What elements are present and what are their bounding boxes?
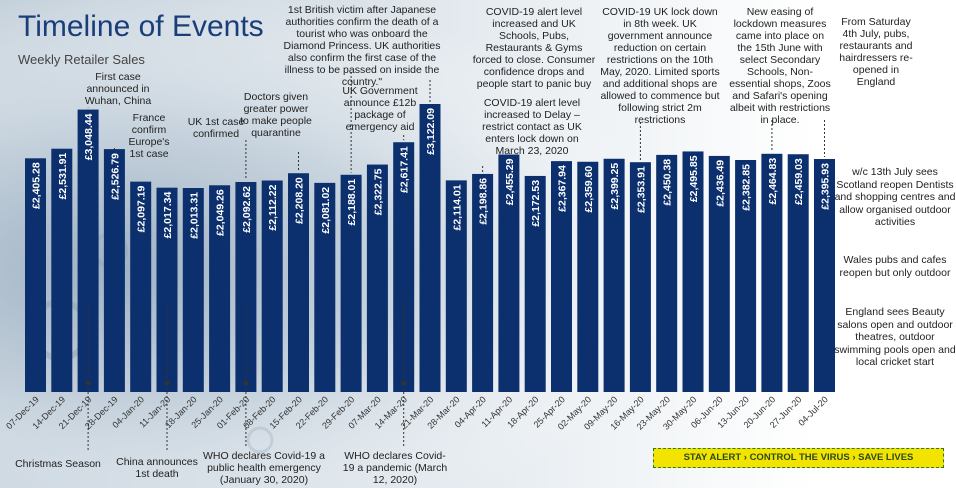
bar-15-Feb-20: [288, 173, 309, 392]
note-delay: COVID-19 alert level increased to Delay …: [482, 97, 582, 157]
bar-value-label: £2,455.29: [504, 158, 516, 205]
annotation-dot: [85, 380, 91, 386]
bar-value-label: £2,436.49: [714, 160, 726, 207]
bar-18-Jan-20: [182, 188, 204, 392]
bar-value-label: £2,114.01: [451, 184, 463, 230]
bar-28-Dec-19: [103, 149, 125, 392]
bar-25-Jan-20: [209, 185, 231, 392]
bar-value-label: £2,013.31: [188, 192, 200, 239]
note-who-emergency: WHO declares Covid-19 a public health em…: [203, 450, 325, 486]
bar-02-May-20: [577, 161, 599, 392]
bar-value-label: £2,495.85: [688, 155, 700, 202]
note-who-pandemic: WHO declares Covid-19 a pandemic (March …: [342, 450, 448, 486]
bar-value-label: £2,399.25: [609, 163, 621, 210]
bar-value-label: £2,450.38: [662, 159, 674, 206]
note-easing: New easing of lockdown measures came int…: [729, 6, 831, 126]
note-england-beauty: England sees Beauty salons open and outd…: [834, 306, 956, 368]
bar-value-label: £2,172.53: [530, 180, 542, 227]
stay-alert-banner: STAY ALERT › CONTROL THE VIRUS › SAVE LI…: [653, 448, 944, 468]
note-france: France confirm Europe's 1st case: [128, 112, 170, 160]
bar-22-Feb-20: [314, 182, 336, 392]
bar-08-Feb-20: [261, 180, 283, 392]
bar-01-Feb-20: [235, 181, 257, 392]
page-subtitle: Weekly Retailer Sales: [18, 52, 145, 67]
bar-value-label: £2,359.60: [583, 166, 595, 213]
note-first-case: First case announced in Wuhan, China: [84, 71, 152, 107]
note-wales: Wales pubs and cafes reopen but only out…: [839, 254, 951, 279]
bar-value-label: £2,322.75: [372, 168, 384, 215]
bar-23-May-20: [656, 154, 678, 392]
bar-value-label: £2,017.34: [162, 192, 174, 239]
bar-11-Jan-20: [156, 187, 178, 392]
bar-value-label: £2,049.26: [215, 189, 227, 236]
bar-07-Mar-20: [366, 164, 388, 392]
bar-value-label: £2,353.91: [635, 166, 647, 213]
bar-16-May-20: [629, 162, 651, 392]
bar-value-label: £2,405.28: [31, 162, 43, 209]
bar-value-label: £2,188.01: [346, 179, 358, 226]
bar-value-label: £3,122.09: [425, 108, 437, 155]
note-scotland: w/c 13th July sees Scotland reopen Denti…: [834, 166, 956, 228]
bar-28-Mar-20: [445, 180, 467, 392]
bar-11-Apr-20: [498, 154, 520, 392]
bar-25-Apr-20: [551, 161, 572, 392]
bar-value-label: £2,112.22: [267, 184, 279, 230]
note-12b: UK Government announce £12b package of e…: [342, 85, 418, 133]
bar-value-label: £2,459.03: [793, 158, 805, 205]
note-lockdown-8: COVID-19 UK lock down in 8th week. UK go…: [600, 6, 720, 126]
note-4th-july: From Saturday 4th July, pubs, restaurant…: [839, 16, 913, 88]
bar-value-label: £2,092.62: [241, 186, 253, 233]
bar-04-Jan-20: [130, 181, 152, 392]
note-uk-first: UK 1st case confirmed: [187, 116, 245, 140]
bar-value-label: £2,395.93: [820, 163, 832, 210]
bar-07-Dec-19: [25, 158, 46, 392]
bar-21-Dec-19: [77, 109, 99, 392]
bar-18-Apr-20: [524, 175, 546, 392]
bar-value-label: £3,048.44: [83, 113, 95, 160]
bar-06-Jun-20: [708, 155, 730, 392]
note-christmas: Christmas Season: [15, 458, 101, 470]
bar-27-Jun-20: [787, 154, 809, 392]
bar-value-label: £2,617.41: [399, 146, 411, 193]
note-alert-schools: COVID-19 alert level increased and UK Sc…: [472, 6, 596, 90]
annotation-dot: [243, 380, 249, 386]
annotation-dot: [164, 380, 170, 386]
bar-09-May-20: [603, 158, 625, 392]
bar-value-label: £2,382.85: [741, 164, 753, 211]
bar-14-Mar-20: [393, 142, 415, 392]
bar-value-label: £2,531.91: [57, 153, 69, 200]
bar-value-label: £2,081.02: [320, 187, 332, 234]
bar-value-label: £2,526.79: [109, 153, 121, 200]
bar-14-Dec-19: [51, 148, 73, 392]
bar-value-label: £2,208.20: [294, 177, 306, 224]
note-china-death: China announces 1st death: [116, 456, 198, 480]
bar-value-label: £2,367.94: [557, 165, 569, 212]
bar-value-label: £2,097.19: [136, 185, 148, 232]
bar-04-Apr-20: [472, 173, 494, 392]
annotation-dot: [401, 380, 407, 386]
page-title: Timeline of Events: [18, 10, 264, 43]
bar-value-label: £2,198.86: [478, 178, 490, 225]
note-doctors: Doctors given greater power to make peop…: [240, 91, 312, 139]
bar-value-label: £2,464.83: [767, 158, 779, 205]
note-diamond: 1st British victim after Japanese author…: [283, 4, 441, 88]
bar-20-Jun-20: [761, 153, 783, 392]
bar-30-May-20: [682, 151, 704, 392]
bar-21-Mar-20: [419, 104, 441, 392]
bar-29-Feb-20: [340, 174, 362, 392]
bar-04-Jul-20: [814, 159, 835, 392]
bar-13-Jun-20: [735, 160, 757, 392]
